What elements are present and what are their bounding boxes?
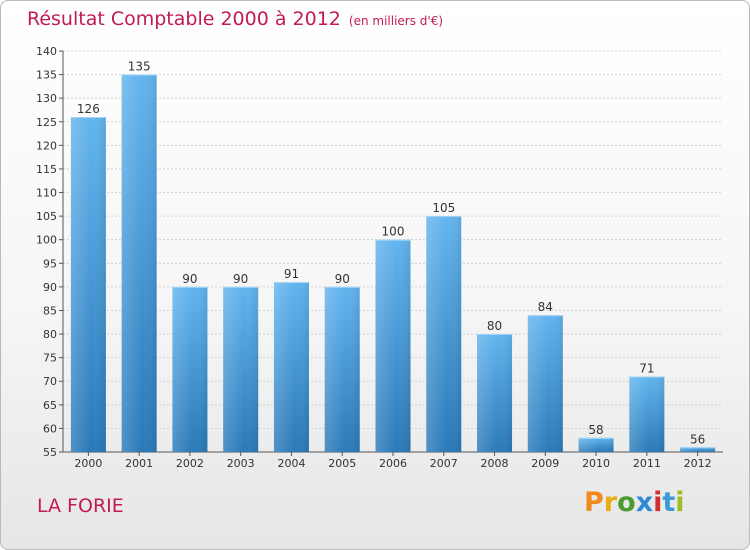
bar-value-label: 91 <box>284 267 299 281</box>
bar-value-label: 90 <box>335 272 350 286</box>
bar-value-label: 135 <box>128 60 151 74</box>
x-tick-label: 2012 <box>684 457 712 470</box>
bar-value-label: 58 <box>588 423 603 437</box>
bar-value-label: 84 <box>538 300 553 314</box>
x-tick-label: 2010 <box>582 457 610 470</box>
x-tick-label: 2006 <box>379 457 407 470</box>
bar-value-label: 56 <box>690 432 705 446</box>
x-tick-label: 2008 <box>481 457 509 470</box>
y-tick-label: 105 <box>36 210 57 223</box>
y-tick-label: 140 <box>36 45 57 58</box>
logo-letter: x <box>636 487 653 518</box>
bar-shine <box>579 438 614 452</box>
proxiti-logo: Proxiti <box>584 487 685 518</box>
x-tick-label: 2000 <box>74 457 102 470</box>
bar-shine <box>325 287 360 452</box>
bar-shine <box>426 216 461 452</box>
bar-shine <box>223 287 258 452</box>
y-tick-label: 65 <box>43 399 57 412</box>
x-tick-label: 2007 <box>430 457 458 470</box>
y-tick-label: 85 <box>43 304 57 317</box>
bar-shine <box>274 282 309 452</box>
bar-shine <box>122 75 157 452</box>
logo-letter: i <box>675 487 684 518</box>
bar-value-label: 90 <box>182 272 197 286</box>
bar-value-label: 100 <box>382 225 405 239</box>
x-tick-label: 2004 <box>277 457 305 470</box>
bar-value-label: 71 <box>639 362 654 376</box>
y-tick-label: 60 <box>43 422 57 435</box>
y-tick-label: 135 <box>36 69 57 82</box>
bar-shine <box>629 377 664 452</box>
y-tick-label: 110 <box>36 187 57 200</box>
x-tick-label: 2011 <box>633 457 661 470</box>
bar-value-label: 126 <box>77 102 100 116</box>
y-tick-label: 55 <box>43 446 57 459</box>
logo-letter: P <box>584 487 604 518</box>
y-tick-label: 70 <box>43 375 57 388</box>
y-tick-label: 125 <box>36 116 57 129</box>
bar-value-label: 105 <box>432 201 455 215</box>
x-tick-label: 2009 <box>531 457 559 470</box>
y-tick-label: 90 <box>43 281 57 294</box>
logo-letter: i <box>653 487 662 518</box>
bar-shine <box>528 315 563 452</box>
bar-value-label: 90 <box>233 272 248 286</box>
x-tick-label: 2005 <box>328 457 356 470</box>
bar-shine <box>172 287 207 452</box>
bar-shine <box>71 117 106 452</box>
bar-value-label: 80 <box>487 319 502 333</box>
y-tick-label: 115 <box>36 163 57 176</box>
bar-shine <box>477 334 512 452</box>
logo-letter: r <box>604 487 617 518</box>
x-tick-label: 2003 <box>227 457 255 470</box>
logo-letter: t <box>662 487 675 518</box>
logo-letter: o <box>617 487 636 518</box>
y-tick-label: 100 <box>36 234 57 247</box>
y-tick-label: 80 <box>43 328 57 341</box>
x-tick-label: 2002 <box>176 457 204 470</box>
y-tick-label: 95 <box>43 257 57 270</box>
x-tick-label: 2001 <box>125 457 153 470</box>
y-tick-label: 120 <box>36 139 57 152</box>
y-tick-label: 130 <box>36 92 57 105</box>
location-label: LA FORIE <box>37 495 124 517</box>
y-tick-label: 75 <box>43 352 57 365</box>
chart-frame: Résultat Comptable 2000 à 2012 (en millie… <box>0 0 750 550</box>
bar-chart: 55 60 65 70 75 80 85 90 95 100 105 110 115 120 125 130 1… <box>1 1 750 550</box>
bar-shine <box>376 240 411 452</box>
